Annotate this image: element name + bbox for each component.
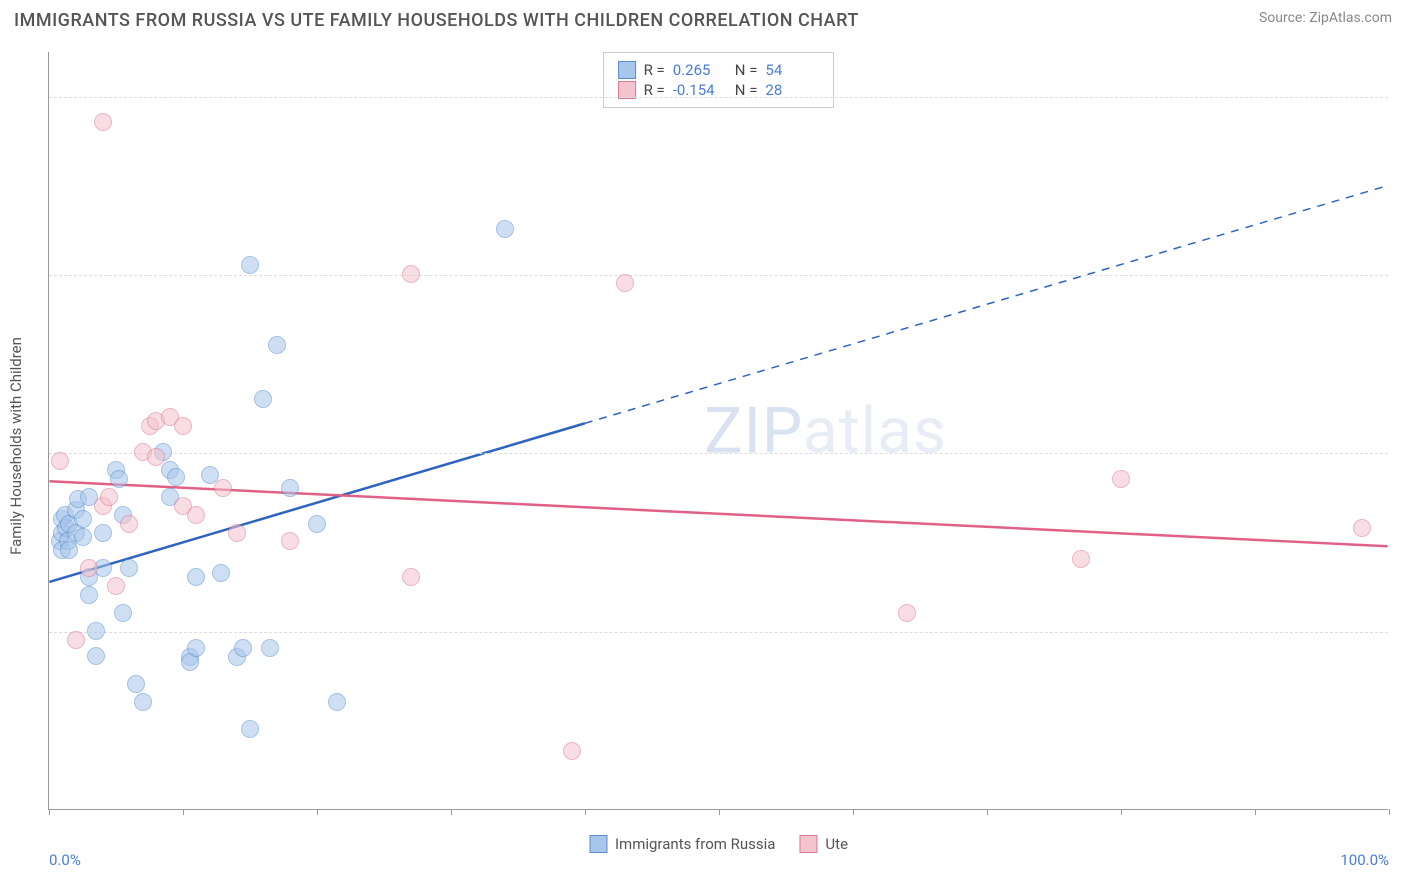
scatter-point: [254, 390, 272, 408]
y-tick-label: 20.0%: [1396, 623, 1406, 641]
legend-swatch: [589, 835, 607, 853]
scatter-point: [87, 647, 105, 665]
legend-item: Immigrants from Russia: [589, 835, 775, 853]
scatter-point: [100, 488, 118, 506]
correlation-legend: R =0.265N =54R =-0.154N =28: [603, 52, 835, 108]
y-tick-label: 80.0%: [1396, 88, 1406, 106]
x-tick: [987, 809, 988, 815]
scatter-point: [187, 506, 205, 524]
y-axis-label: Family Households with Children: [7, 337, 25, 555]
legend-swatch: [618, 61, 636, 79]
scatter-point: [80, 586, 98, 604]
x-tick: [317, 809, 318, 815]
x-tick: [853, 809, 854, 815]
scatter-point: [1072, 550, 1090, 568]
scatter-point: [898, 604, 916, 622]
scatter-point: [402, 568, 420, 586]
scatter-point: [328, 693, 346, 711]
scatter-point: [1112, 470, 1130, 488]
grid-line: [49, 453, 1388, 454]
scatter-point: [134, 693, 152, 711]
x-tick-label: 0.0%: [49, 851, 81, 869]
scatter-point: [60, 541, 78, 559]
scatter-point: [241, 720, 259, 738]
trend-lines: [49, 52, 1388, 809]
legend-n-value: 54: [765, 61, 819, 79]
x-tick: [451, 809, 452, 815]
scatter-point: [74, 528, 92, 546]
scatter-point: [147, 448, 165, 466]
scatter-point: [496, 220, 514, 238]
scatter-point: [187, 568, 205, 586]
series-legend: Immigrants from Russia Ute: [589, 835, 848, 853]
legend-n-label: N =: [735, 61, 758, 79]
scatter-point: [67, 631, 85, 649]
x-tick: [49, 809, 50, 815]
scatter-point: [616, 274, 634, 292]
scatter-point: [187, 639, 205, 657]
x-tick: [719, 809, 720, 815]
chart-title: IMMIGRANTS FROM RUSSIA VS UTE FAMILY HOU…: [14, 10, 859, 31]
x-tick: [585, 809, 586, 815]
scatter-point: [234, 639, 252, 657]
legend-r-value: 0.265: [673, 61, 727, 79]
x-tick-label: 100.0%: [1340, 851, 1389, 869]
scatter-point: [94, 113, 112, 131]
x-tick: [183, 809, 184, 815]
grid-line: [49, 632, 1388, 633]
legend-swatch: [799, 835, 817, 853]
legend-row: R = 0.265 N = 54: [618, 61, 820, 79]
scatter-point: [107, 577, 125, 595]
scatter-point: [268, 336, 286, 354]
scatter-point: [1353, 519, 1371, 537]
y-tick-label: 40.0%: [1396, 444, 1406, 462]
scatter-chart: ZIPatlas R =0.265N =54R =-0.154N =28 Imm…: [48, 52, 1388, 810]
scatter-point: [563, 742, 581, 760]
scatter-point: [120, 559, 138, 577]
scatter-point: [74, 510, 92, 528]
scatter-point: [94, 524, 112, 542]
legend-series-name: Ute: [825, 835, 848, 853]
scatter-point: [114, 604, 132, 622]
legend-series-name: Immigrants from Russia: [615, 835, 775, 853]
watermark: ZIPatlas: [704, 393, 947, 468]
scatter-point: [212, 564, 230, 582]
scatter-point: [120, 515, 138, 533]
scatter-point: [87, 622, 105, 640]
source-label: Source: ZipAtlas.com: [1259, 10, 1392, 26]
legend-r-label: R =: [644, 61, 665, 79]
scatter-point: [214, 479, 232, 497]
scatter-point: [228, 524, 246, 542]
scatter-point: [127, 675, 145, 693]
scatter-point: [281, 532, 299, 550]
y-tick-label: 60.0%: [1396, 266, 1406, 284]
x-tick: [1121, 809, 1122, 815]
scatter-point: [308, 515, 326, 533]
scatter-point: [110, 470, 128, 488]
grid-line: [49, 97, 1388, 98]
scatter-point: [167, 468, 185, 486]
scatter-point: [281, 479, 299, 497]
scatter-point: [261, 639, 279, 657]
scatter-point: [80, 559, 98, 577]
legend-item: Ute: [799, 835, 848, 853]
x-tick: [1389, 809, 1390, 815]
grid-line: [49, 275, 1388, 276]
scatter-point: [51, 452, 69, 470]
scatter-point: [402, 265, 420, 283]
scatter-point: [174, 417, 192, 435]
x-tick: [1255, 809, 1256, 815]
scatter-point: [241, 256, 259, 274]
